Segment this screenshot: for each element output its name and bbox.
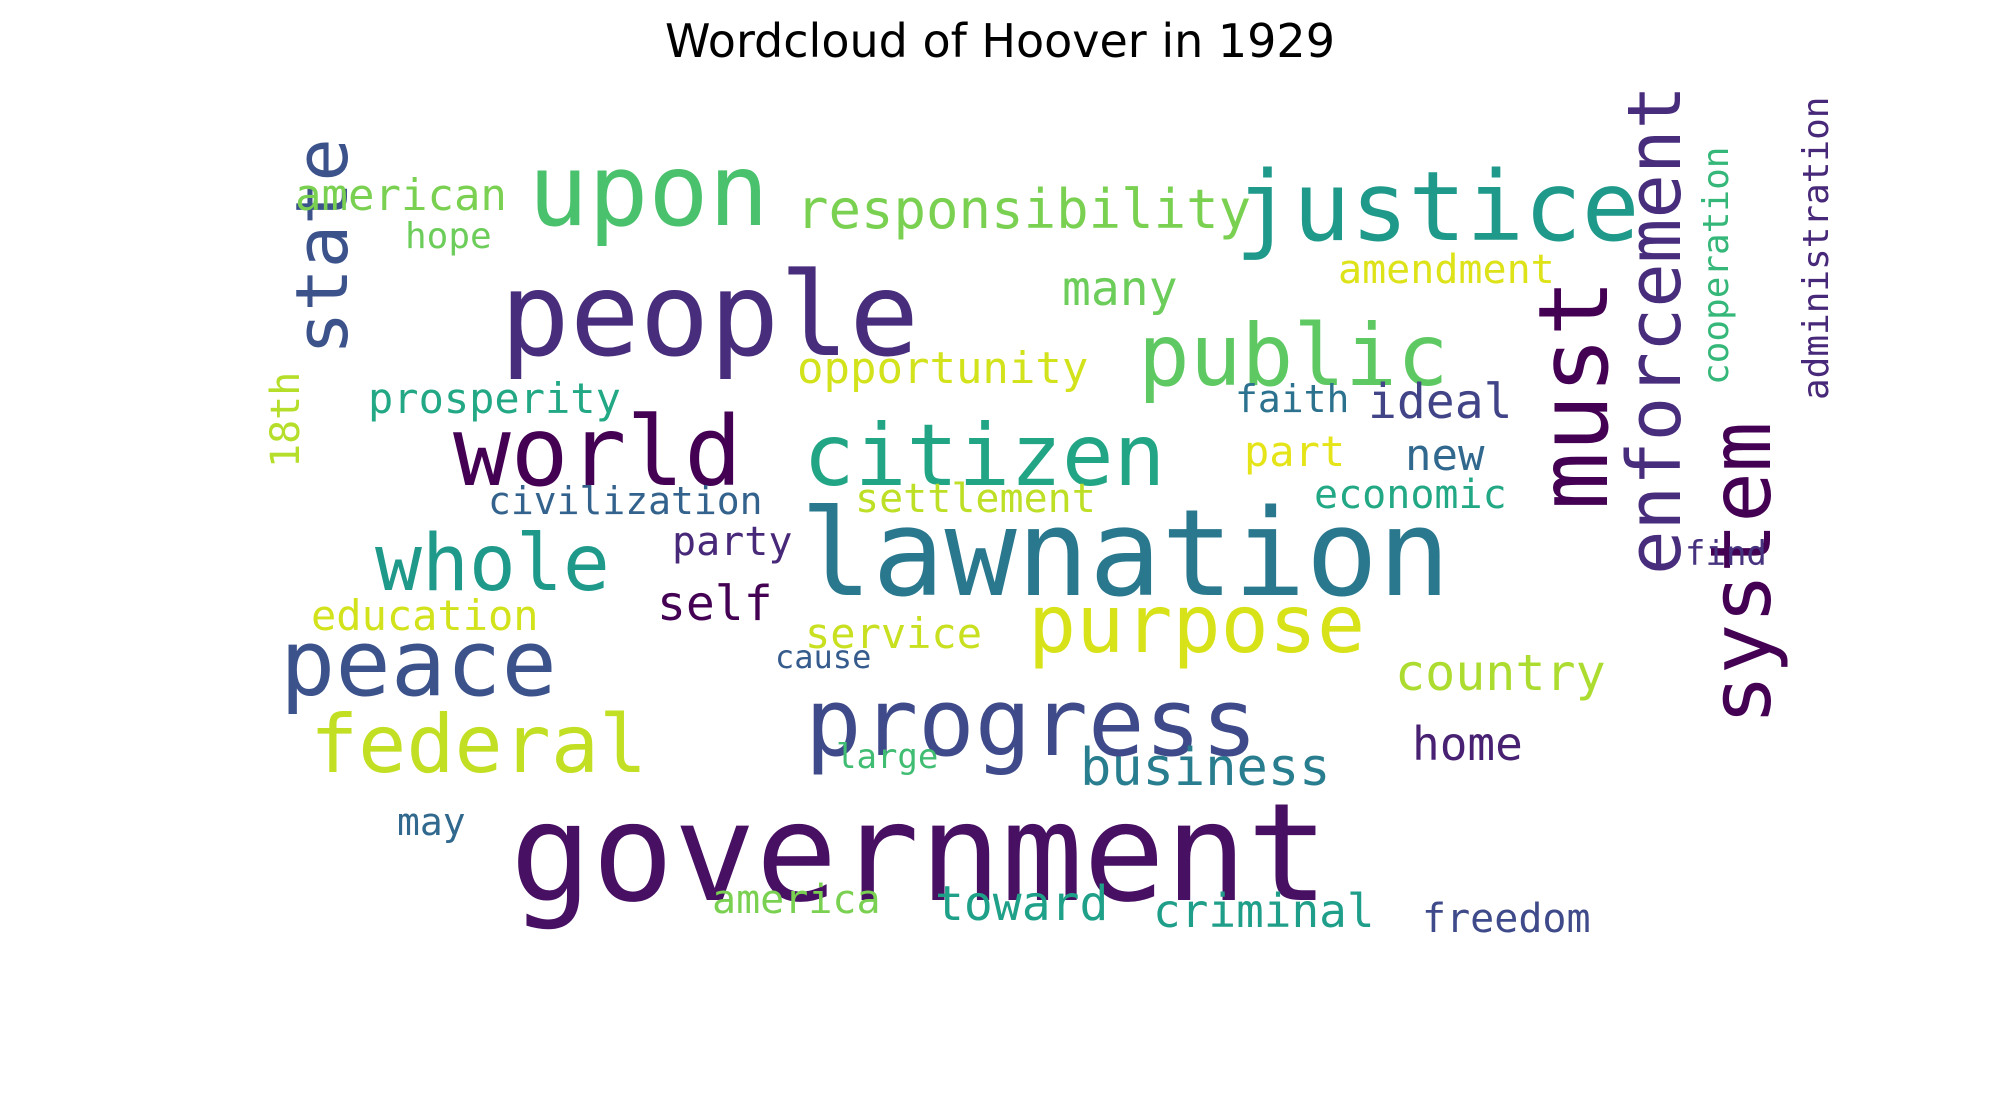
word-faith: faith xyxy=(1235,377,1349,421)
word-american: american xyxy=(295,170,507,221)
word-many: many xyxy=(1062,261,1178,317)
chart-title: Wordcloud of Hoover in 1929 xyxy=(665,14,1335,68)
word-enforcement: enforcement xyxy=(1612,85,1698,575)
word-part: part xyxy=(1244,427,1345,476)
word-justice: justice xyxy=(1235,151,1640,263)
word-toward: toward xyxy=(935,876,1108,932)
word-federal: federal xyxy=(310,698,647,791)
word-large: large xyxy=(836,737,938,777)
word-hope: hope xyxy=(405,216,492,257)
word-18th: 18th xyxy=(263,372,309,468)
word-civilization: civilization xyxy=(488,479,763,523)
word-people: people xyxy=(500,248,919,383)
word-must: must xyxy=(1518,279,1630,510)
word-progress: progress xyxy=(805,669,1258,778)
word-lawnation: lawnation xyxy=(800,485,1450,624)
word-public: public xyxy=(1138,306,1449,406)
word-purpose: purpose xyxy=(1028,578,1365,671)
word-criminal: criminal xyxy=(1153,884,1375,938)
word-economic: economic xyxy=(1314,472,1507,518)
word-prosperity: prosperity xyxy=(368,374,621,423)
word-government: government xyxy=(510,775,1329,933)
word-education: education xyxy=(311,591,539,640)
word-party: party xyxy=(672,519,792,565)
word-settlement: settlement xyxy=(855,476,1096,522)
word-system: system xyxy=(1692,422,1790,725)
word-state: state xyxy=(280,138,364,355)
word-may: may xyxy=(397,800,466,844)
word-world: world xyxy=(453,396,742,508)
word-cooperation: cooperation xyxy=(1696,147,1737,385)
word-administration: administration xyxy=(1796,97,1837,400)
word-whole: whole xyxy=(375,519,610,609)
word-responsibility: responsibility xyxy=(796,178,1251,241)
word-peace: peace xyxy=(280,610,557,717)
word-america: america xyxy=(712,877,881,923)
word-home: home xyxy=(1412,717,1523,771)
word-freedom: freedom xyxy=(1422,896,1591,942)
word-citizen: citizen xyxy=(803,406,1165,506)
word-ideal: ideal xyxy=(1368,374,1513,430)
word-find: find xyxy=(1685,534,1767,574)
word-cause: cause xyxy=(775,638,871,676)
word-service: service xyxy=(805,609,982,658)
word-amendment: amendment xyxy=(1338,247,1555,293)
word-self: self xyxy=(657,576,773,632)
word-new: new xyxy=(1405,430,1485,481)
word-business: business xyxy=(1080,738,1330,798)
word-country: country xyxy=(1395,644,1606,702)
word-upon: upon xyxy=(528,132,769,249)
word-opportunity: opportunity xyxy=(797,343,1088,394)
